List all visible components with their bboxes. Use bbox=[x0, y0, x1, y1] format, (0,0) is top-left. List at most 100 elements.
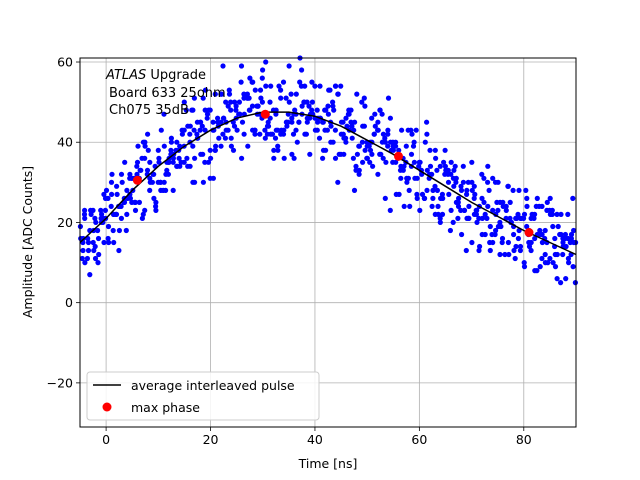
data-point bbox=[137, 167, 143, 173]
data-point bbox=[147, 175, 153, 181]
data-point bbox=[441, 159, 447, 165]
data-point bbox=[210, 175, 216, 181]
data-point bbox=[505, 239, 511, 246]
data-point bbox=[202, 127, 208, 133]
data-point bbox=[465, 179, 471, 185]
data-point bbox=[429, 203, 435, 209]
data-point bbox=[542, 251, 548, 258]
data-point bbox=[364, 155, 370, 161]
data-point bbox=[151, 171, 157, 177]
data-point bbox=[278, 95, 284, 101]
data-point bbox=[466, 215, 472, 221]
data-point bbox=[226, 91, 233, 97]
data-point bbox=[544, 199, 550, 205]
data-point bbox=[136, 199, 142, 205]
x-tick-label: 60 bbox=[411, 432, 427, 447]
data-point bbox=[383, 159, 389, 165]
data-point bbox=[537, 264, 543, 270]
data-point bbox=[161, 111, 167, 117]
data-point bbox=[450, 219, 456, 225]
data-point bbox=[539, 203, 545, 209]
data-point bbox=[202, 159, 208, 165]
data-point bbox=[250, 79, 256, 85]
data-point bbox=[517, 243, 524, 250]
data-point bbox=[498, 223, 504, 230]
data-point bbox=[534, 268, 540, 274]
data-point bbox=[90, 239, 96, 246]
data-point bbox=[307, 115, 313, 121]
data-point bbox=[331, 107, 337, 113]
data-point bbox=[245, 143, 251, 149]
data-point bbox=[225, 103, 231, 109]
data-point bbox=[372, 123, 378, 129]
y-tick-label: 60 bbox=[57, 55, 73, 70]
data-point bbox=[292, 107, 298, 113]
data-point bbox=[257, 131, 263, 137]
data-point bbox=[122, 159, 128, 165]
data-point bbox=[362, 147, 368, 153]
data-point bbox=[379, 111, 385, 117]
data-point bbox=[205, 159, 212, 165]
data-point bbox=[170, 187, 176, 193]
data-point bbox=[200, 151, 206, 157]
data-point bbox=[118, 215, 124, 221]
data-point bbox=[377, 107, 383, 113]
data-point bbox=[382, 139, 388, 145]
data-point bbox=[360, 159, 366, 165]
data-point bbox=[280, 131, 287, 137]
data-point bbox=[170, 155, 176, 161]
data-point bbox=[202, 87, 209, 93]
max-phase-point bbox=[524, 228, 534, 237]
y-tick-label: 0 bbox=[65, 295, 73, 310]
y-axis-label: Amplitude [ADC Counts] bbox=[20, 166, 35, 318]
data-point bbox=[476, 247, 482, 254]
data-point bbox=[369, 115, 375, 121]
data-point bbox=[481, 199, 487, 205]
data-point bbox=[330, 103, 336, 109]
data-point bbox=[293, 91, 299, 97]
data-point bbox=[285, 119, 291, 125]
data-point bbox=[558, 211, 564, 217]
data-point bbox=[161, 143, 167, 149]
data-point bbox=[332, 127, 338, 133]
data-point bbox=[259, 99, 265, 105]
data-point bbox=[503, 207, 509, 213]
data-point bbox=[225, 127, 231, 133]
data-point bbox=[427, 147, 433, 153]
data-point bbox=[354, 91, 360, 97]
data-point bbox=[482, 231, 488, 238]
data-point bbox=[103, 187, 110, 193]
data-point bbox=[448, 171, 454, 177]
data-point bbox=[289, 119, 295, 125]
data-point bbox=[105, 223, 112, 230]
data-point bbox=[490, 175, 496, 181]
data-point bbox=[304, 99, 310, 105]
data-point bbox=[563, 243, 569, 250]
data-point bbox=[371, 131, 377, 137]
data-point bbox=[306, 103, 312, 109]
data-point bbox=[156, 159, 162, 165]
data-point bbox=[521, 215, 527, 221]
max-phase-point bbox=[260, 109, 270, 119]
data-point bbox=[291, 155, 297, 161]
data-point bbox=[109, 191, 115, 197]
data-point bbox=[354, 151, 360, 157]
data-point bbox=[275, 147, 281, 153]
data-point bbox=[550, 223, 556, 230]
data-point bbox=[105, 235, 111, 242]
data-point bbox=[127, 195, 133, 201]
data-point bbox=[176, 155, 182, 161]
data-point bbox=[440, 195, 446, 201]
data-point bbox=[432, 183, 438, 189]
data-point bbox=[451, 167, 457, 173]
data-point bbox=[385, 143, 391, 149]
data-point bbox=[191, 127, 197, 133]
data-point bbox=[328, 123, 334, 129]
data-point bbox=[343, 139, 349, 145]
data-point bbox=[95, 235, 102, 242]
data-point bbox=[352, 119, 358, 125]
data-point bbox=[433, 155, 439, 161]
data-point bbox=[153, 203, 159, 209]
data-point bbox=[414, 191, 420, 197]
data-point bbox=[312, 83, 318, 89]
